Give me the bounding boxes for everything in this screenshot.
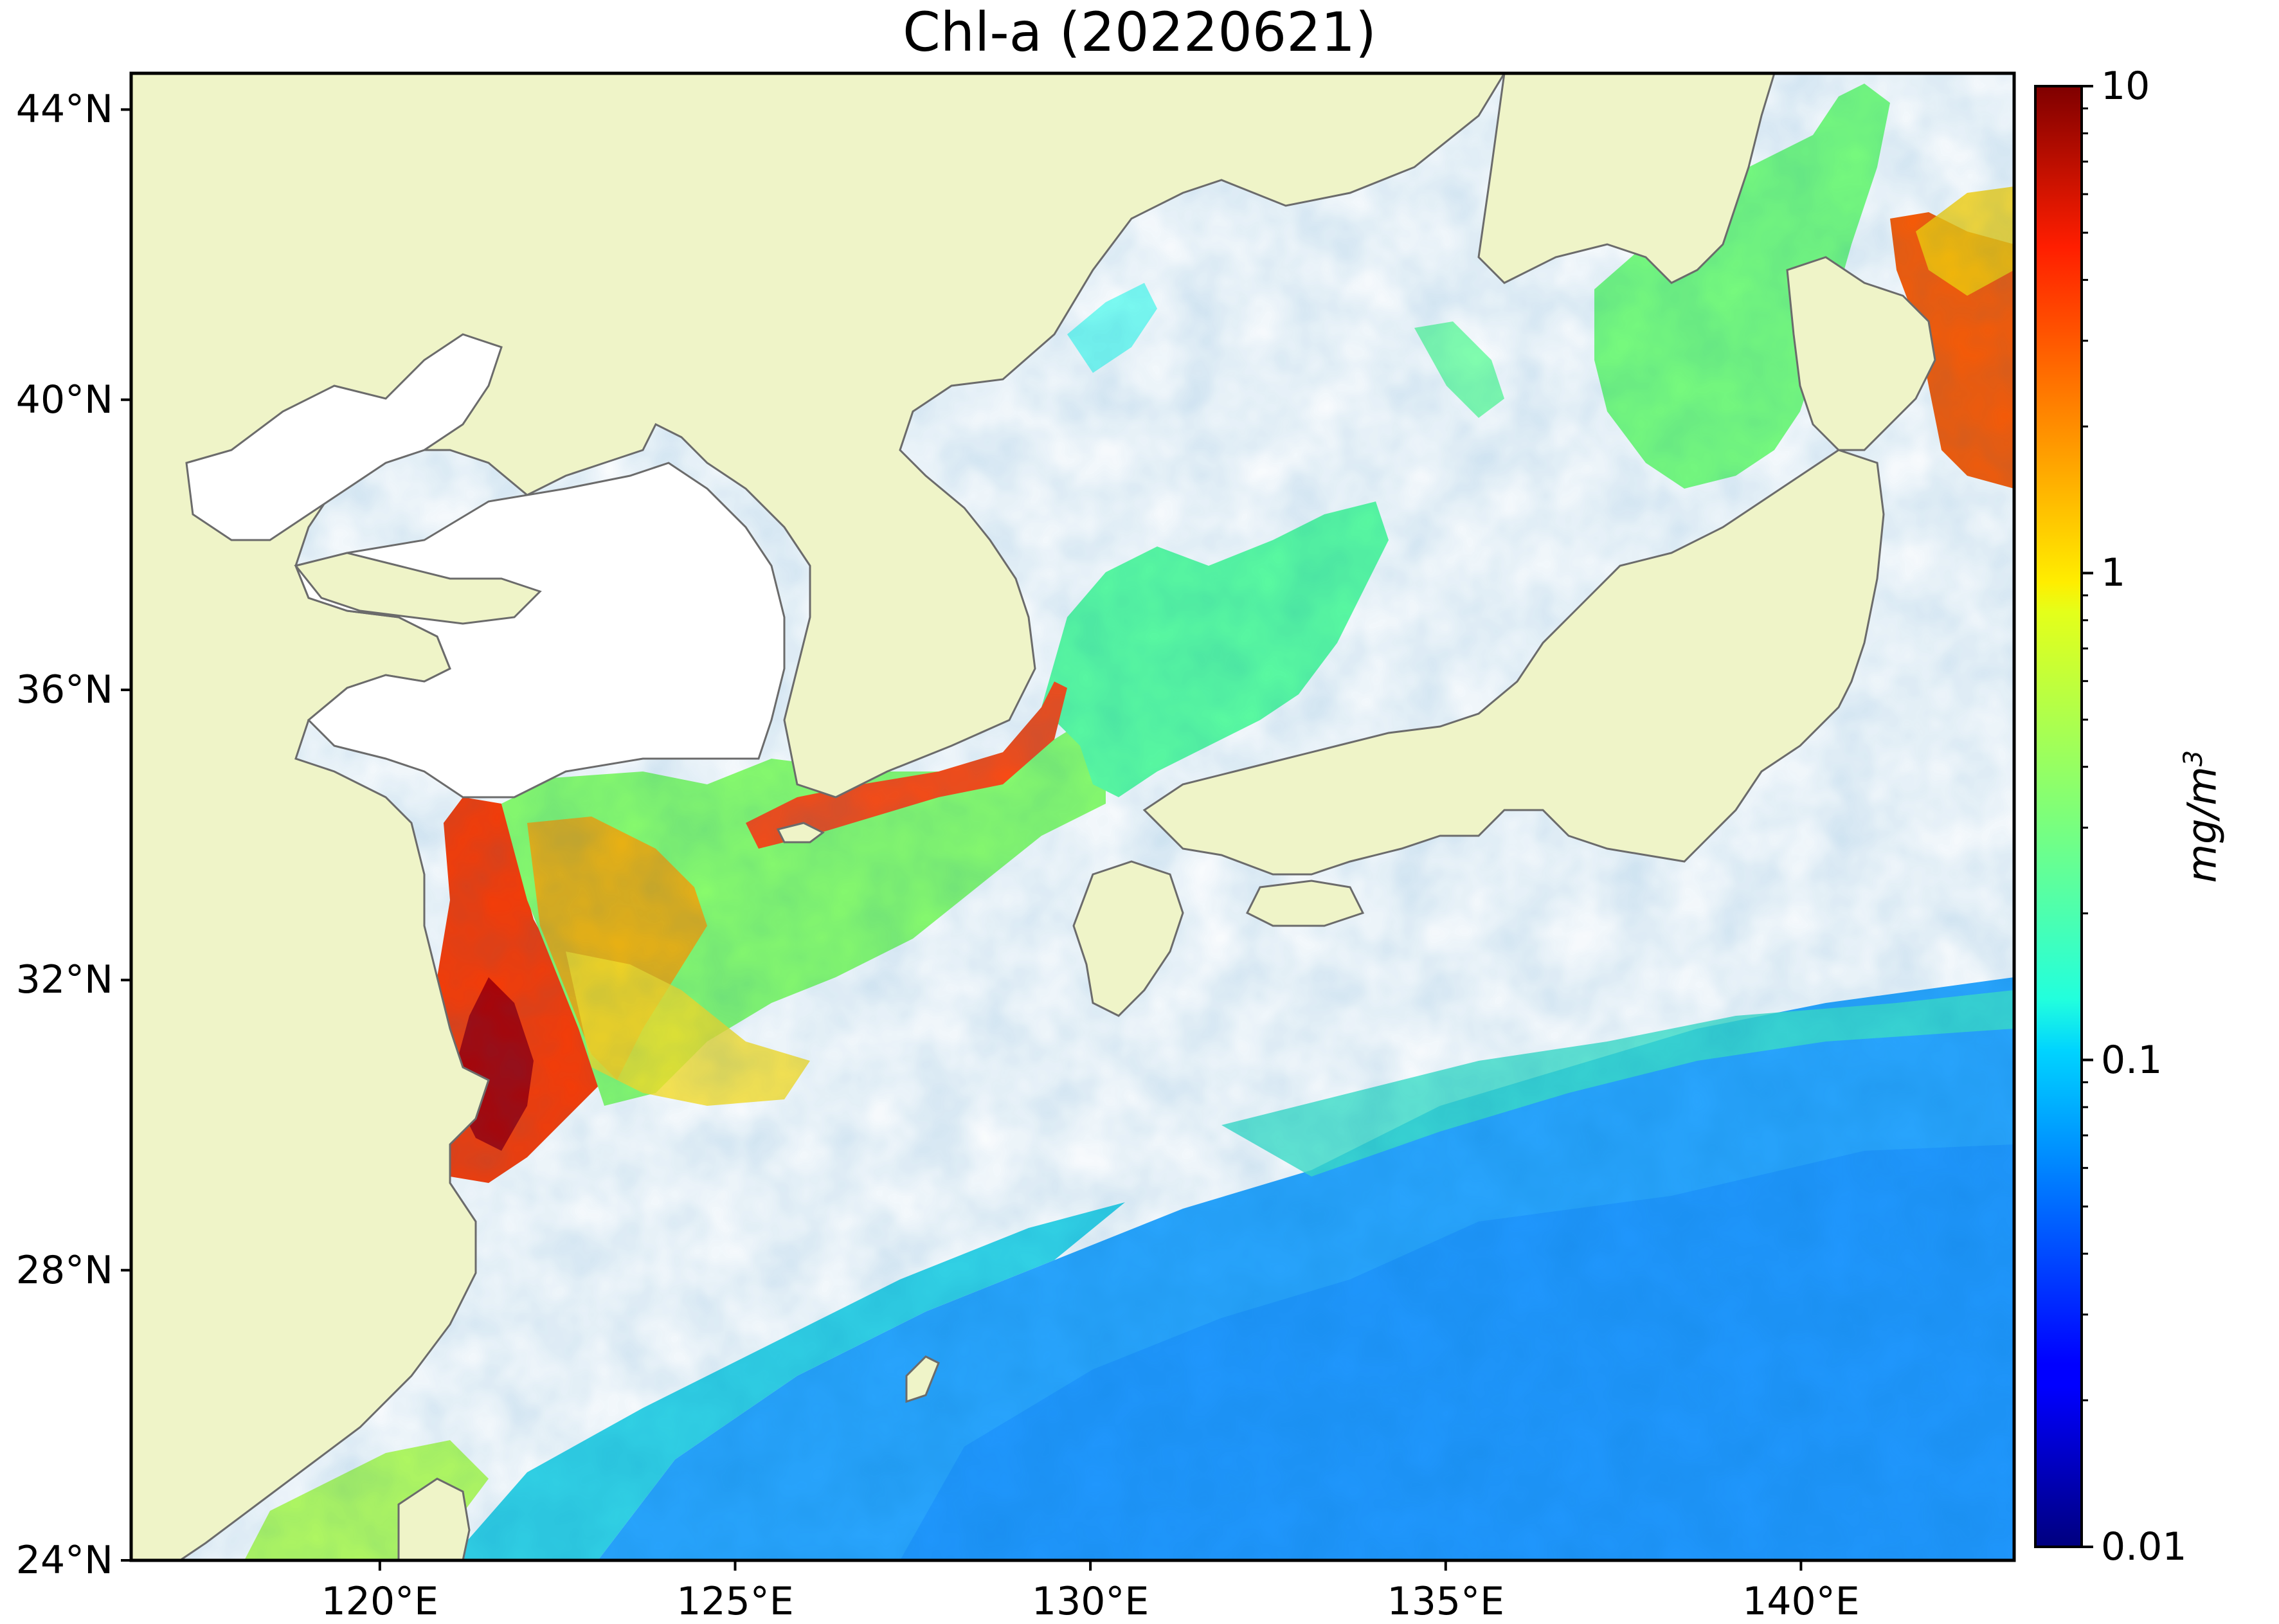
colorbar-unit-superscript: 3 bbox=[2178, 750, 2208, 767]
x-tick-label: 130°E bbox=[1031, 1579, 1149, 1624]
x-tick-label: 120°E bbox=[321, 1579, 439, 1624]
land-okinawa bbox=[905, 1355, 940, 1403]
colorbar-tick-label: 1 bbox=[2101, 550, 2126, 596]
colorbar-tick-label: 10 bbox=[2101, 64, 2150, 109]
land-hokkaido bbox=[1786, 256, 1936, 451]
colorbar-unit-text: mg/m bbox=[2178, 766, 2226, 883]
colorbar-ticks bbox=[2082, 85, 2093, 1548]
colorbar-tick-label: 0.01 bbox=[2101, 1524, 2187, 1569]
land-shikoku bbox=[1245, 880, 1365, 927]
water-bohai bbox=[185, 333, 503, 541]
land-jeju bbox=[776, 822, 825, 844]
map-frame bbox=[129, 71, 2016, 1562]
water-yellow-sea bbox=[294, 462, 786, 798]
map-ticks bbox=[121, 108, 1803, 1571]
y-tick-label: 24°N bbox=[15, 1538, 113, 1583]
y-tick-label: 28°N bbox=[15, 1247, 113, 1293]
map-content bbox=[131, 73, 2014, 1560]
y-tick-label: 40°N bbox=[15, 377, 113, 422]
land-russia-far-east bbox=[1477, 73, 1776, 284]
colorbar-tick-label: 0.1 bbox=[2101, 1037, 2163, 1083]
land-asia-mainland bbox=[131, 73, 1506, 1560]
map-title: Chl-a (20220621) bbox=[903, 1, 1376, 64]
y-tick-label: 44°N bbox=[15, 87, 113, 132]
x-tick-label: 140°E bbox=[1742, 1579, 1860, 1624]
x-tick-label: 135°E bbox=[1387, 1579, 1504, 1624]
land-taiwan bbox=[397, 1477, 471, 1560]
colorbar bbox=[2034, 85, 2083, 1548]
land bbox=[131, 73, 1936, 1560]
land-kyushu bbox=[1072, 860, 1184, 1017]
y-tick-label: 32°N bbox=[15, 957, 113, 1003]
x-tick-label: 125°E bbox=[676, 1579, 794, 1624]
y-tick-label: 36°N bbox=[15, 667, 113, 713]
land-honshu bbox=[1142, 449, 1885, 876]
colorbar-unit-label: mg/m3 bbox=[2179, 750, 2226, 883]
land-shandong bbox=[294, 552, 542, 625]
